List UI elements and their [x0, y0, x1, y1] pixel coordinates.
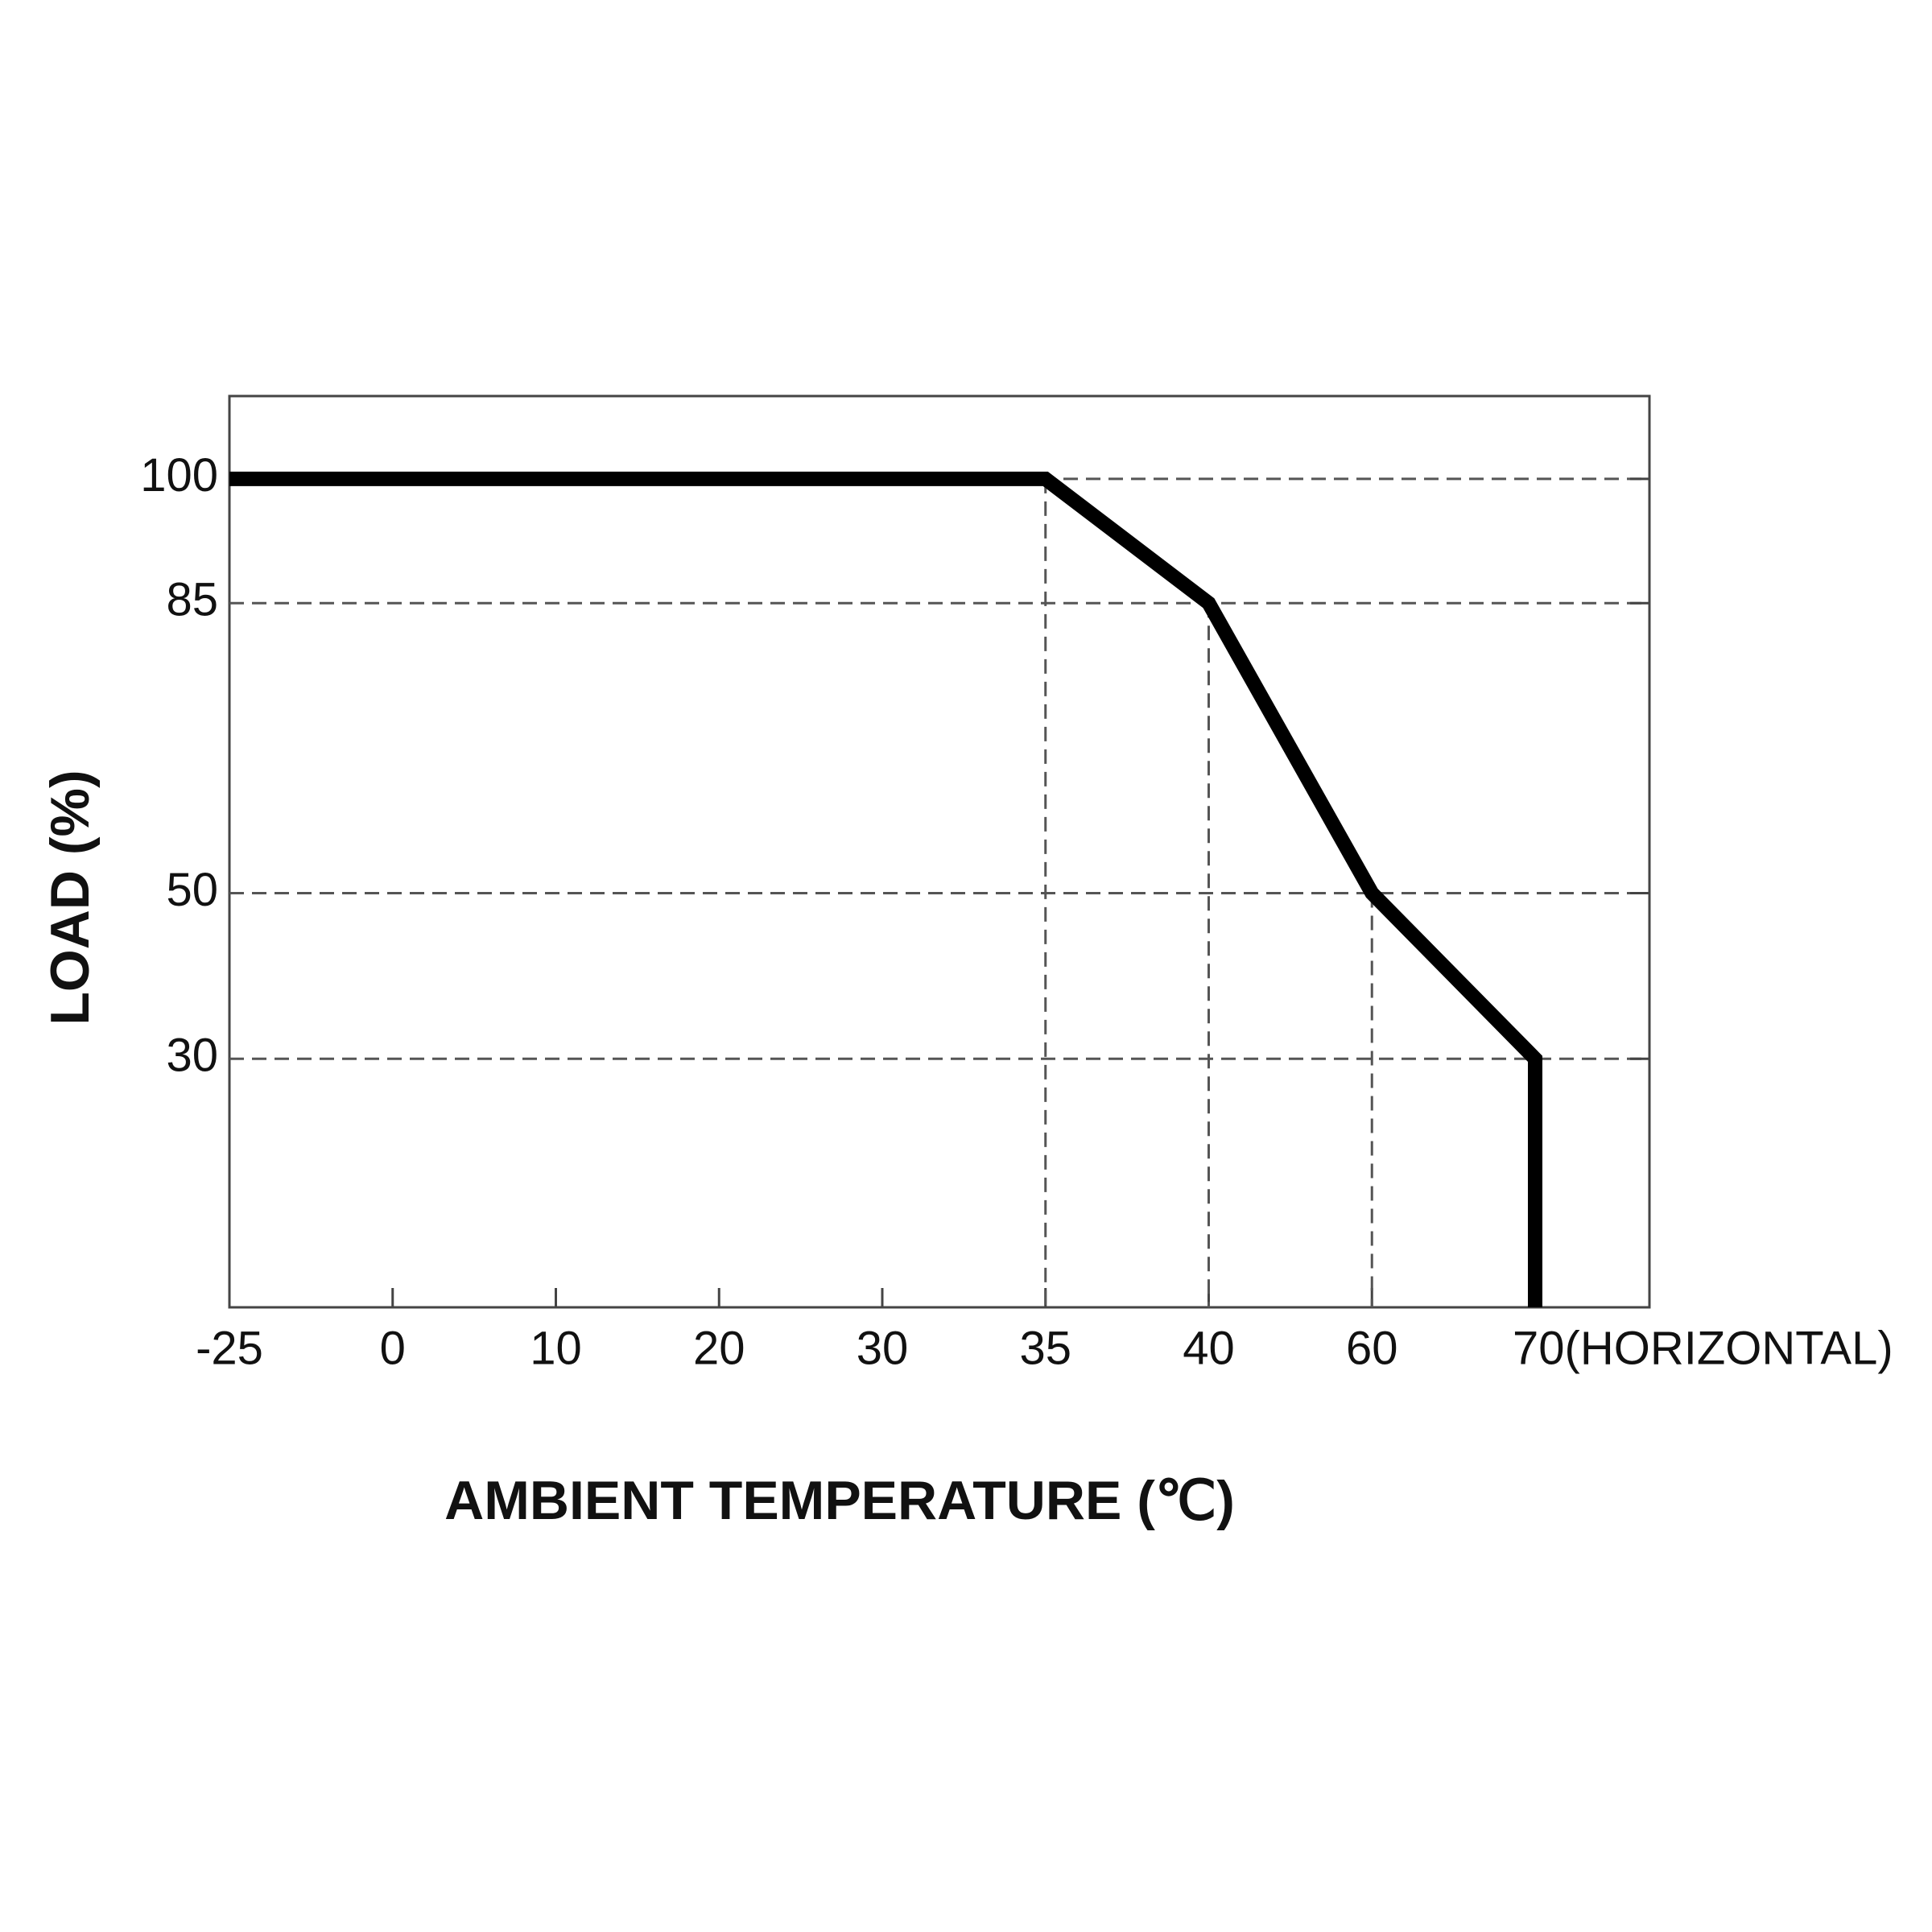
- x-tick-label: 10: [530, 1322, 582, 1374]
- y-tick-label: 30: [166, 1030, 218, 1082]
- x-tick-label: 40: [1183, 1322, 1235, 1374]
- y-tick-label: 85: [166, 574, 218, 626]
- plot-frame: [228, 394, 1651, 1309]
- x-tick-label: 70(HORIZONTAL): [1513, 1322, 1893, 1374]
- y-tick-label: 50: [166, 864, 218, 916]
- x-tick-label: 30: [857, 1322, 909, 1374]
- x-tick-label: 20: [693, 1322, 745, 1374]
- x-tick-label: -25: [196, 1322, 263, 1374]
- x-tick-label: 60: [1346, 1322, 1398, 1374]
- x-tick-label: 35: [1019, 1322, 1071, 1374]
- x-tick-label: 0: [380, 1322, 406, 1374]
- derating-line: [229, 471, 1542, 1307]
- x-axis-title: AMBIENT TEMPERATURE (℃): [444, 1470, 1235, 1531]
- y-tick-label: 100: [140, 449, 218, 502]
- y-axis-title: LOAD (%): [39, 770, 101, 1025]
